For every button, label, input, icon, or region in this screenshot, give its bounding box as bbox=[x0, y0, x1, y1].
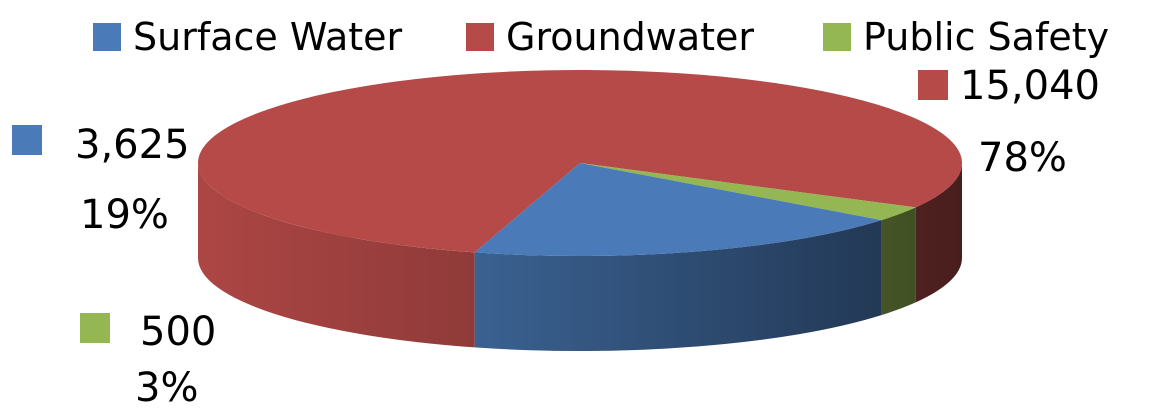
data-label-swatch-public-safety bbox=[80, 313, 110, 343]
legend: Surface Water Groundwater Public Safety bbox=[0, 12, 1149, 62]
pie-side-groundwater bbox=[915, 163, 962, 303]
pie-sides bbox=[198, 163, 962, 351]
pie-slice-groundwater bbox=[197, 70, 963, 253]
data-label-swatch-surface-water bbox=[12, 125, 42, 155]
pie-slice-surface-water bbox=[474, 163, 882, 256]
data-label-percent-public-safety: 3% bbox=[135, 365, 199, 411]
pie-top-faces bbox=[197, 70, 963, 256]
legend-item-surface-water: Surface Water bbox=[93, 12, 402, 62]
pie-slice-public-safety bbox=[580, 163, 916, 221]
pie-side-public-safety bbox=[881, 207, 916, 316]
legend-swatch-public-safety bbox=[823, 23, 851, 51]
pie-side-groundwater bbox=[198, 163, 475, 348]
data-label-value-groundwater: 15,040 bbox=[960, 63, 1100, 109]
legend-item-public-safety: Public Safety bbox=[823, 12, 1109, 62]
data-label-value-public-safety: 500 bbox=[140, 309, 217, 355]
legend-label-surface-water: Surface Water bbox=[133, 15, 403, 59]
data-label-percent-surface-water: 19% bbox=[80, 192, 169, 238]
data-label-value-surface-water: 3,625 bbox=[75, 122, 190, 168]
legend-swatch-groundwater bbox=[466, 23, 494, 51]
legend-label-public-safety: Public Safety bbox=[863, 15, 1110, 59]
data-label-swatch-groundwater bbox=[918, 70, 948, 100]
legend-label-groundwater: Groundwater bbox=[506, 15, 755, 59]
pie-side-surface-water bbox=[474, 220, 882, 351]
legend-swatch-surface-water bbox=[93, 23, 121, 51]
legend-item-groundwater: Groundwater bbox=[466, 12, 754, 62]
data-label-percent-groundwater: 78% bbox=[978, 135, 1067, 181]
